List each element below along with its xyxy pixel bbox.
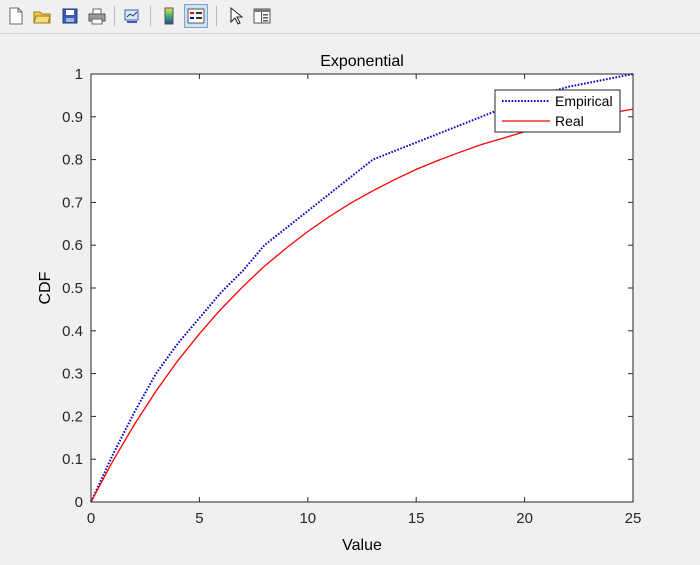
insert-colorbar-icon[interactable] [157, 4, 181, 28]
x-tick-label: 10 [299, 510, 316, 527]
axes-box [90, 73, 634, 503]
insert-legend-icon[interactable] [184, 4, 208, 28]
y-tick-label: 0.7 [62, 194, 83, 211]
y-tick-label: 0.6 [62, 237, 83, 254]
y-axis-label: CDF [37, 271, 54, 304]
y-tick-label: 1 [75, 66, 83, 83]
y-tick-label: 0.3 [62, 366, 83, 383]
edit-plot-icon[interactable] [224, 4, 248, 28]
property-inspector-icon[interactable] [250, 4, 274, 28]
axes-background [91, 74, 633, 502]
x-tick-label: 0 [87, 510, 95, 527]
legend-box [494, 89, 621, 133]
link-plot-icon[interactable] [120, 4, 144, 28]
y-tick-label: 0.4 [62, 323, 83, 340]
y-tick-label: 0.5 [62, 280, 83, 297]
series-line-empirical [90, 73, 634, 503]
y-tick-label: 0.9 [62, 109, 83, 126]
new-figure-icon[interactable] [4, 4, 28, 28]
y-tick-label: 0 [75, 494, 83, 511]
x-axis-label: Value [342, 537, 382, 554]
toolbar-separator [216, 6, 217, 26]
y-tick-label: 0.8 [62, 152, 83, 169]
x-tick-label: 5 [195, 510, 203, 527]
chart-title: Exponential [320, 53, 404, 70]
x-tick-label: 20 [516, 510, 533, 527]
toolbar-separator [114, 6, 115, 26]
x-tick-label: 15 [408, 510, 425, 527]
open-file-icon[interactable] [30, 4, 54, 28]
y-tick-label: 0.1 [62, 451, 83, 468]
legend[interactable]: Empirical Real [494, 89, 621, 133]
toolbar-separator [150, 6, 151, 26]
chart-canvas[interactable]: 0 5 10 15 20 2500.10.20.30.40.50.60.70.80.91 … [0, 34, 700, 560]
figure-window: 0 5 10 15 20 25 0 0.1 0.2 0.3 0.4 0.5 0.6 0.7 0.8 0.9 1 … [0, 34, 700, 560]
save-figure-icon[interactable] [58, 4, 82, 28]
x-tick-label: 25 [625, 510, 642, 527]
ticks-layer: 0 5 10 15 20 25 0 0.1 0.2 0.3 0.4 0.5 0.6 0.7 0.8 0.9 1 [62, 66, 641, 527]
legend-label-real: Real [555, 113, 584, 129]
print-figure-icon[interactable] [85, 4, 109, 28]
figure-toolbar [0, 0, 700, 34]
y-tick-label: 0.2 [62, 408, 83, 425]
legend-label-empirical: Empirical [555, 93, 613, 109]
